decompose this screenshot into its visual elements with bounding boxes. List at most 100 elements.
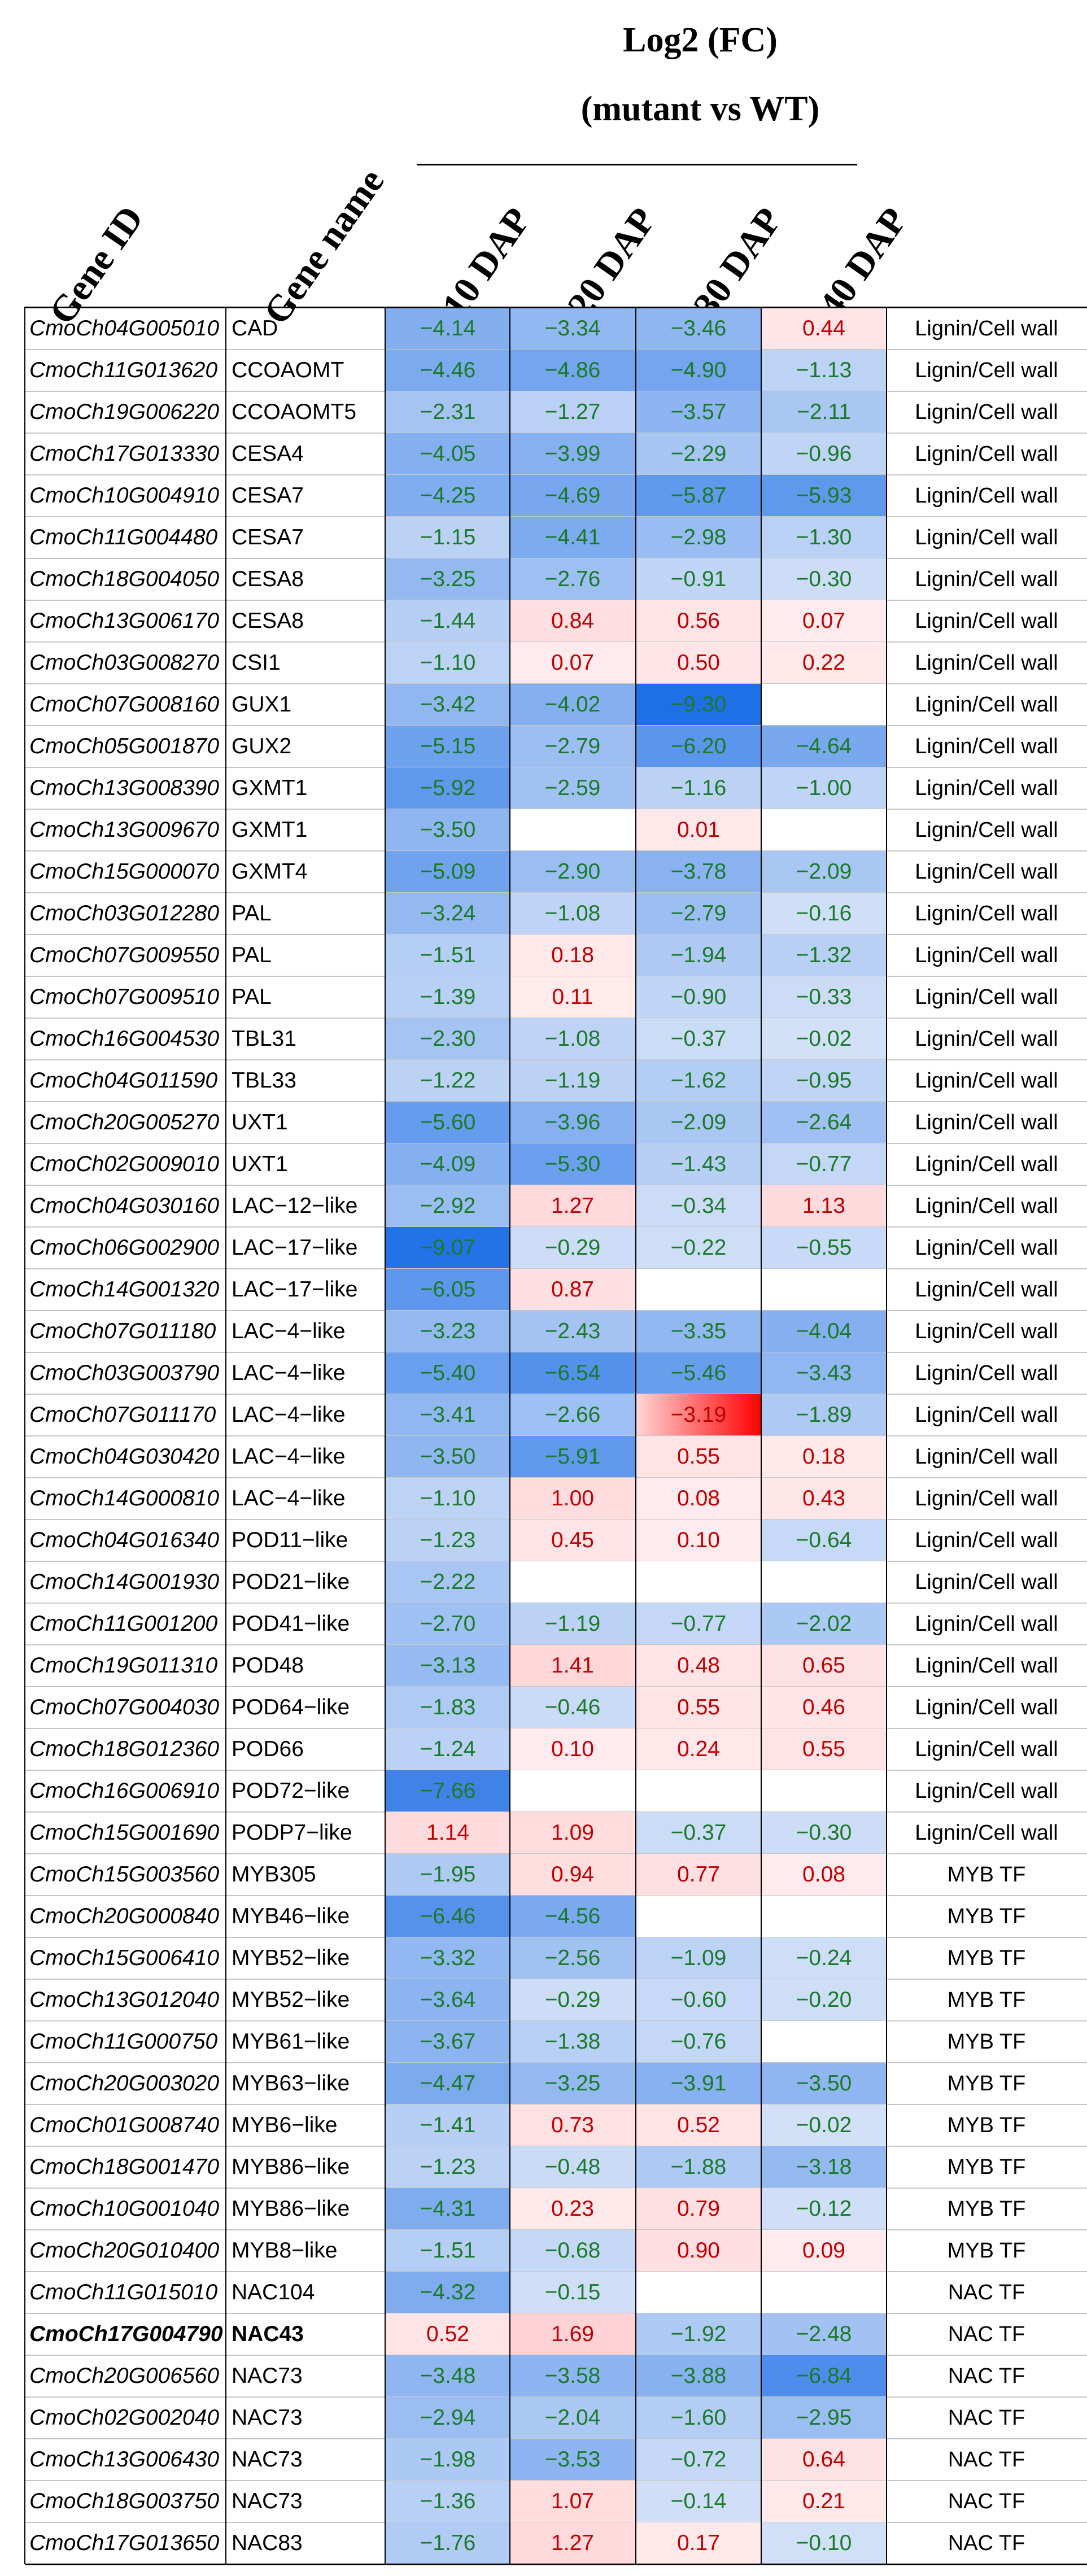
- gene-id-cell: CmoCh07G009550: [29, 943, 220, 967]
- gene-name-cell: TBL33: [232, 1068, 296, 1093]
- gene-id-cell: CmoCh11G001200: [29, 1612, 218, 1636]
- gene-id-cell: CmoCh13G006170: [29, 609, 220, 633]
- heatmap-value-cell: −3.99: [510, 433, 635, 475]
- heatmap-value-cell: −1.51: [385, 2230, 510, 2272]
- gene-id-cell: CmoCh16G006910: [29, 1779, 220, 1803]
- heatmap-value-cell: −5.46: [636, 1352, 761, 1394]
- category-cell: Lignin/Cell wall: [915, 1361, 1058, 1385]
- category-cell: MYB TF: [947, 1904, 1026, 1928]
- heatmap-value-cell: −9.07: [385, 1227, 510, 1269]
- category-cell: Lignin/Cell wall: [915, 1486, 1058, 1510]
- gene-id-cell: CmoCh14G000810: [29, 1486, 220, 1510]
- table-row: CmoCh04G016340 POD11−like −1.23 0.45 0.10 −0.…: [25, 1520, 1087, 1561]
- heatmap-value-cell: −0.37: [636, 1018, 761, 1060]
- heatmap-value-cell: −6.54: [510, 1352, 635, 1394]
- category-cell: Lignin/Cell wall: [915, 1528, 1058, 1552]
- gene-name-cell: CCOAOMT: [232, 358, 344, 382]
- heatmap-value-cell: −0.48: [510, 2146, 635, 2188]
- table-row: CmoCh04G030160 LAC−12−like −2.92 1.27 −0.34 1…: [25, 1185, 1087, 1227]
- heatmap-value-cell: −0.60: [636, 1979, 761, 2021]
- heatmap-value-cell: −4.64: [761, 726, 887, 767]
- heatmap-value-cell: −3.48: [385, 2355, 510, 2397]
- category-cell: Lignin/Cell wall: [915, 650, 1058, 675]
- gene-name-cell: MYB63−like: [232, 2071, 350, 2095]
- table-row: CmoCh07G011180 LAC−4−like −3.23 −2.43 −3.35−…: [25, 1311, 1087, 1352]
- gene-id-cell: CmoCh04G030160: [29, 1194, 220, 1218]
- heatmap-value-cell: −5.30: [510, 1143, 635, 1185]
- heatmap-value-cell: −9.30: [636, 684, 761, 726]
- heatmap-value-cell: −2.31: [385, 391, 510, 433]
- heatmap-value-cell: −3.13: [385, 1645, 510, 1687]
- heatmap-value-cell: −0.14: [636, 2481, 761, 2522]
- heatmap-value-cell: −0.29: [510, 1979, 635, 2021]
- table-row: CmoCh13G006170 CESA8 −1.44 0.84 0.56 0.07 Lign…: [25, 600, 1087, 642]
- heatmap-value-cell: −1.95: [385, 1854, 510, 1896]
- heatmap-value-cell: −0.22: [636, 1227, 761, 1269]
- heatmap-value-cell: −0.68: [510, 2230, 635, 2272]
- gene-id-cell: CmoCh11G015010: [29, 2280, 218, 2304]
- category-cell: Lignin/Cell wall: [915, 985, 1058, 1009]
- heatmap-value-cell: −1.76: [385, 2522, 510, 2564]
- gene-name-cell: LAC−4−like: [232, 1319, 346, 1343]
- category-cell: NAC TF: [948, 2364, 1025, 2388]
- column-divider: [761, 307, 762, 2564]
- heatmap-value-cell: 0.45: [510, 1520, 635, 1561]
- category-cell: Lignin/Cell wall: [915, 1403, 1058, 1427]
- table-row: CmoCh14G001320 LAC−17−like −6.05 0.87 Lignin…: [25, 1269, 1087, 1311]
- heatmap-value-cell: −0.30: [761, 1812, 887, 1854]
- gene-id-cell: CmoCh07G009510: [29, 985, 220, 1009]
- category-cell: Lignin/Cell wall: [915, 818, 1058, 842]
- heatmap-value-cell: −2.95: [761, 2397, 887, 2439]
- heatmap-value-cell: −0.77: [636, 1603, 761, 1645]
- table-row: CmoCh20G000840 MYB46−like −6.46 −4.56 MYB TF: [25, 1896, 1087, 1937]
- table-row: CmoCh15G006410 MYB52−like −3.32 −2.56 −1.09−…: [25, 1937, 1087, 1979]
- heatmap-value-cell: [761, 809, 887, 851]
- gene-name-cell: POD64−like: [232, 1695, 350, 1719]
- heatmap-value-cell: 0.50: [636, 642, 761, 684]
- heatmap-value-cell: −3.64: [385, 1979, 510, 2021]
- table-row: CmoCh01G008740 MYB6−like −1.41 0.73 0.52 −0.0…: [25, 2105, 1087, 2146]
- heatmap-value-cell: −5.60: [385, 1102, 510, 1143]
- heatmap-value-cell: −1.62: [636, 1060, 761, 1102]
- heatmap-value-cell: −3.58: [510, 2355, 635, 2397]
- gene-name-cell: GXMT1: [232, 818, 308, 842]
- heatmap-value-cell: −3.50: [385, 1436, 510, 1478]
- heatmap-value-cell: −0.29: [510, 1227, 635, 1269]
- heatmap-value-cell: 0.24: [636, 1728, 761, 1770]
- category-cell: NAC TF: [948, 2322, 1025, 2346]
- category-cell: Lignin/Cell wall: [915, 1152, 1058, 1176]
- heatmap-value-cell: −0.90: [636, 976, 761, 1018]
- gene-name-cell: MYB52−like: [232, 1946, 350, 1970]
- heatmap-value-cell: −0.37: [636, 1812, 761, 1854]
- gene-name-cell: NAC73: [232, 2447, 303, 2472]
- table-row: CmoCh04G011590 TBL33 −1.22 −1.19 −1.62 −0.95 L…: [25, 1060, 1087, 1102]
- table-row: CmoCh17G004790 NAC43 0.52 1.69 −1.92 −2.48 NAC…: [25, 2313, 1087, 2355]
- gene-name-cell: PAL: [232, 943, 272, 967]
- heatmap-value-cell: −3.53: [510, 2439, 635, 2481]
- gene-name-cell: LAC−17−like: [232, 1277, 358, 1302]
- gene-name-cell: MYB305: [232, 1862, 316, 1887]
- table-row: CmoCh13G012040 MYB52−like −3.64 −0.29 −0.60−…: [25, 1979, 1087, 2021]
- gene-name-cell: GXMT1: [232, 776, 308, 800]
- gene-name-cell: CCOAOMT5: [232, 400, 357, 424]
- gene-name-cell: UXT1: [232, 1110, 288, 1134]
- column-divider: [886, 307, 887, 2564]
- heatmap-value-cell: −2.64: [761, 1102, 887, 1143]
- gene-id-cell: CmoCh11G000750: [29, 2029, 218, 2054]
- table-row: CmoCh19G006220 CCOAOMT5 −2.31 −1.27 −3.57 −2.…: [25, 391, 1087, 433]
- category-cell: Lignin/Cell wall: [915, 1027, 1058, 1051]
- heatmap-value-cell: 1.13: [761, 1185, 887, 1227]
- heatmap-value-cell: [761, 1896, 887, 1937]
- gene-id-cell: CmoCh20G005270: [29, 1110, 220, 1134]
- heatmap-value-cell: 1.41: [510, 1645, 635, 1687]
- heatmap-value-cell: −4.32: [385, 2272, 510, 2313]
- heatmap-value-cell: −1.13: [761, 350, 887, 391]
- gene-name-cell: CESA4: [232, 442, 304, 466]
- gene-name-cell: MYB46−like: [232, 1904, 350, 1928]
- column-divider: [509, 307, 510, 2564]
- heatmap-value-cell: −1.16: [636, 767, 761, 809]
- gene-id-cell: CmoCh07G011170: [29, 1403, 216, 1427]
- heatmap-value-cell: −5.15: [385, 726, 510, 767]
- gene-name-cell: POD66: [232, 1737, 304, 1761]
- gene-id-cell: CmoCh18G004050: [29, 567, 220, 591]
